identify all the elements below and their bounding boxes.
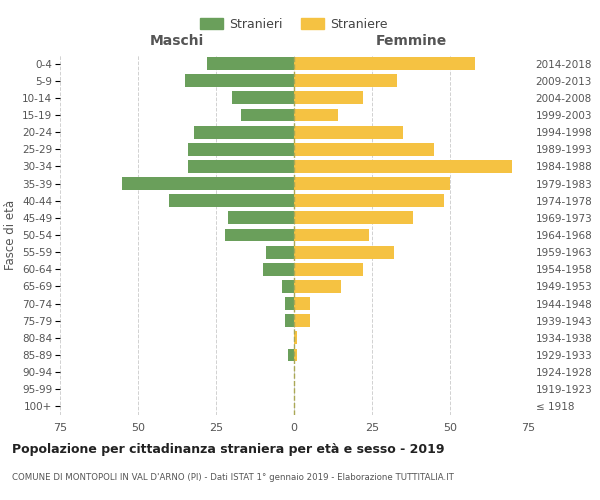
- Bar: [229, 212, 294, 224]
- Bar: [281, 280, 294, 293]
- Text: Popolazione per cittadinanza straniera per età e sesso - 2019: Popolazione per cittadinanza straniera p…: [12, 442, 445, 456]
- Bar: [294, 74, 397, 87]
- Bar: [294, 348, 297, 362]
- Bar: [294, 92, 362, 104]
- Bar: [284, 297, 294, 310]
- Bar: [284, 314, 294, 327]
- Bar: [226, 228, 294, 241]
- Bar: [294, 108, 338, 122]
- Bar: [263, 263, 294, 276]
- Text: COMUNE DI MONTOPOLI IN VAL D'ARNO (PI) - Dati ISTAT 1° gennaio 2019 - Elaborazio: COMUNE DI MONTOPOLI IN VAL D'ARNO (PI) -…: [12, 472, 454, 482]
- Bar: [232, 92, 294, 104]
- Bar: [241, 108, 294, 122]
- Bar: [294, 297, 310, 310]
- Text: Maschi: Maschi: [150, 34, 204, 48]
- Bar: [185, 74, 294, 87]
- Bar: [206, 57, 294, 70]
- Y-axis label: Fasce di età: Fasce di età: [4, 200, 17, 270]
- Bar: [294, 332, 297, 344]
- Bar: [122, 177, 294, 190]
- Bar: [294, 57, 475, 70]
- Bar: [188, 160, 294, 173]
- Y-axis label: Anni di nascita: Anni di nascita: [599, 192, 600, 278]
- Text: Femmine: Femmine: [376, 34, 446, 48]
- Bar: [294, 160, 512, 173]
- Bar: [288, 348, 294, 362]
- Bar: [294, 246, 394, 258]
- Bar: [294, 177, 450, 190]
- Bar: [266, 246, 294, 258]
- Bar: [294, 263, 362, 276]
- Bar: [294, 126, 403, 138]
- Bar: [294, 194, 444, 207]
- Bar: [294, 143, 434, 156]
- Bar: [169, 194, 294, 207]
- Bar: [294, 212, 413, 224]
- Bar: [194, 126, 294, 138]
- Bar: [294, 280, 341, 293]
- Bar: [188, 143, 294, 156]
- Legend: Stranieri, Straniere: Stranieri, Straniere: [200, 18, 388, 31]
- Bar: [294, 228, 369, 241]
- Bar: [294, 314, 310, 327]
